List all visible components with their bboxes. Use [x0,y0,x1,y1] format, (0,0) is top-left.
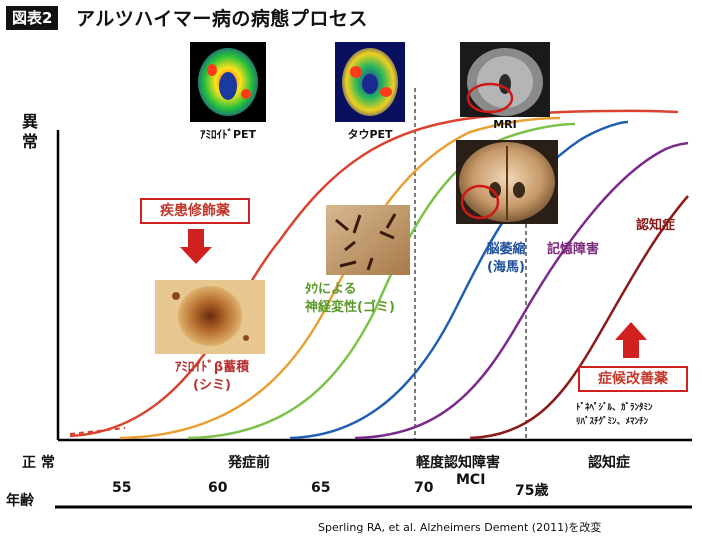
stage-preclinical: 発症前 [228,455,270,471]
symptomatic-drug-box: 症候改善薬 [578,366,688,392]
amyloid-curve [69,109,679,438]
mri-label: MRI [493,118,517,131]
dementia-curve-label: 認知症 [636,218,676,233]
tau-label-line2: 神経変性(ゴミ) [305,300,395,315]
mri-hippocampus-circle [466,82,514,114]
age-tick-55: 55 [112,480,132,496]
age-axis-label: 年齢 [6,493,34,509]
tau-label-line1: ﾀｳによる [305,282,357,297]
atrophy-curve [289,120,629,440]
y-axis-top-label: 異常 [22,112,39,151]
atrophy-hippocampus-circle [460,184,500,220]
amyloid-curve-early [69,427,126,435]
page-title: アルツハイマー病の病態プロセス [76,8,368,30]
citation: Sperling RA, et al. Alzheimers Dement (2… [318,521,602,534]
y-axis-bottom-label: 正 常 [22,455,55,471]
atrophy-label-line2: (海馬) [487,260,525,275]
memory-label: 記憶障害 [547,242,600,257]
memory-curve [354,141,689,440]
drug-list-line2: ﾘﾊﾞｽﾁｸﾞﾐﾝ、ﾒﾏﾝﾁﾝ [576,417,649,427]
stage-mci: MCI [456,472,486,488]
atrophy-label-line1: 脳萎縮 [486,242,526,257]
stage-mci-jp: 軽度認知障害 [416,455,500,471]
tau-tangle-image [326,205,410,275]
dementia-curve [469,195,689,440]
stage-dementia: 認知症 [588,455,630,471]
figure-label: 図表2 [6,6,59,30]
disease-modifying-arrow [180,247,212,264]
age-tick-65: 65 [311,480,331,496]
drug-list-line1: ﾄﾞﾈﾍﾟｼﾞﾙ、ｶﾞﾗﾝﾀﾐﾝ [576,403,653,413]
age-tick-75: 75歳 [515,483,549,499]
symptomatic-arrow [615,322,647,340]
amyloid-label-line2: (シミ) [193,378,231,393]
tau-pet-label: タウPET [347,128,393,141]
age-tick-70: 70 [414,480,434,496]
amyloid-label-line1: ｱﾐﾛｲﾄﾞβ蓄積 [174,360,250,375]
amyloid-pet-label: ｱﾐﾛｲﾄﾞPET [199,128,257,141]
age-tick-60: 60 [208,480,228,496]
disease-modifying-drug-box: 疾患修飾薬 [140,198,250,224]
